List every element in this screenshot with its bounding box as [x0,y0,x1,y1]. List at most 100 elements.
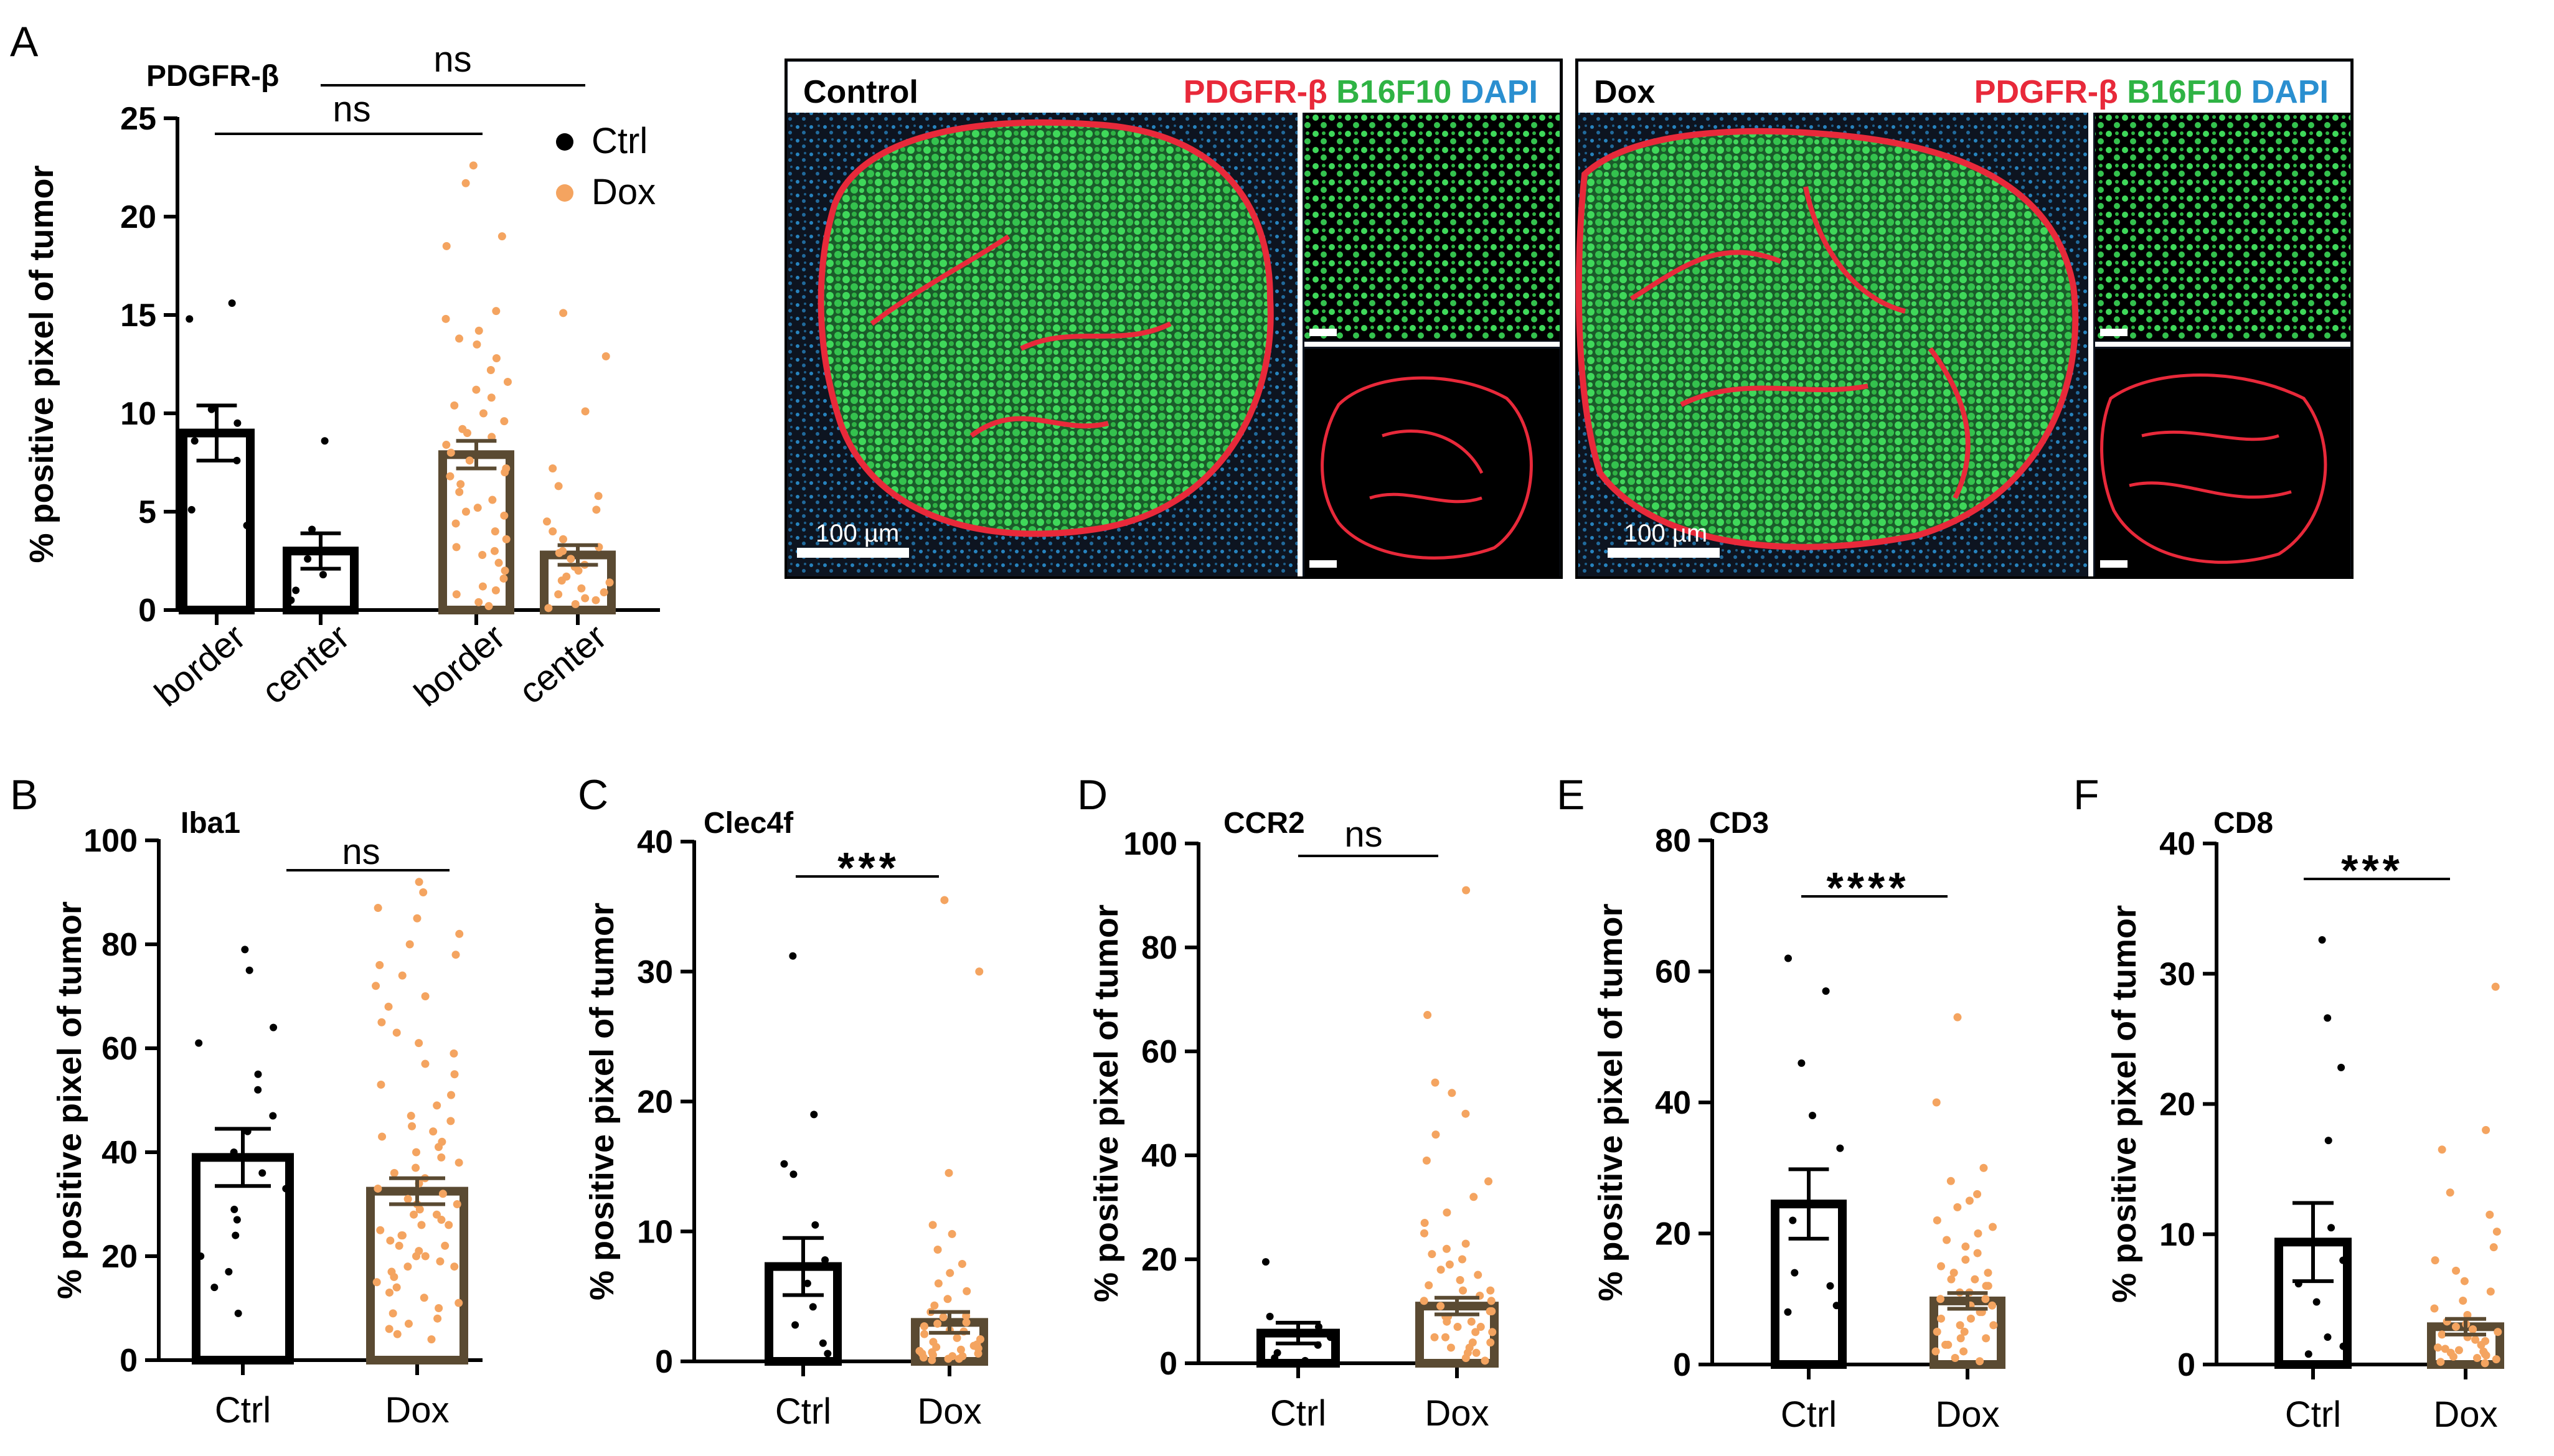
chart-b-point [378,1132,387,1141]
chart-b-point [384,1002,393,1011]
chart-b-point [389,1309,397,1318]
chart-e-point [1976,1357,1984,1366]
micrograph-dox-stains: PDGFR-β B16F10 DAPI [1974,74,2329,110]
chart-c-ytick-label: 20 [637,1084,673,1120]
micrograph-control-stains: PDGFR-β B16F10 DAPI [1184,74,1538,110]
chart-c-ylabel: % positive pixel of tumor [583,903,621,1300]
chart-c-point [934,1279,943,1288]
chart-b-point [445,1221,453,1229]
chart-f-point [2452,1266,2461,1275]
chart-a-point [497,232,506,241]
chart-c-point [933,1245,942,1254]
chart-e-point [1981,1295,1990,1303]
chart-a-point [455,487,464,496]
chart-d-ylabel: % positive pixel of tumor [1088,904,1125,1302]
chart-d-ytick-label: 20 [1141,1242,1177,1278]
chart-c-point [962,1318,971,1327]
chart-b-point [421,992,430,1000]
chart-c-category-label: Ctrl [775,1391,831,1432]
micrograph-control-stain-b16f10: B16F10 [1336,74,1451,110]
chart-d-point [1301,1356,1309,1364]
chart-a-point [486,365,495,374]
chart-b-point [420,1294,428,1302]
chart-e-point [1809,1112,1817,1120]
chart-a-point [492,354,501,363]
chart-a-point [581,594,590,603]
chart-f-point [2486,1287,2495,1296]
chart-d-point [1443,1208,1451,1217]
chart-b-point [455,1299,463,1307]
panel-letter-a: A [10,18,39,65]
chart-a-point [207,405,215,413]
chart-b-point [377,1080,385,1089]
chart-f-point [2434,1343,2443,1352]
chart-f-ytick-label: 10 [2159,1217,2195,1253]
chart-d-point [1436,1266,1445,1274]
chart-c-point [928,1221,937,1229]
chart-c-point [940,896,949,904]
chart-f-point [2459,1296,2467,1305]
chart-b-point [403,1195,412,1203]
chart-a-point [473,340,481,349]
micrograph-dox-vessels [1629,186,1971,499]
micrograph-dox: Dox PDGFR-β B16F10 DAPI 100 µm [1575,59,2354,579]
chart-a-point [474,326,483,335]
chart-a-point [472,385,481,394]
chart-e-point [1966,1314,1975,1323]
chart-e-point [1832,1302,1840,1310]
chart-c-point [956,1345,965,1354]
chart-e-ytick-label: 40 [1655,1085,1691,1121]
chart-f-significance-label: *** [2341,846,2403,895]
chart-c-point [963,1287,971,1295]
chart-a-point [554,482,563,491]
chart-d-point [1446,1343,1455,1352]
chart-b-point [385,1288,393,1297]
chart-d-ytick-label: 40 [1141,1138,1177,1174]
chart-c-point [944,1355,953,1363]
chart-d-ytick-label: 60 [1141,1034,1177,1070]
chart-f-point [2304,1350,2312,1358]
chart-b-ytick-label: 100 [83,823,138,859]
chart-b-point [404,1320,413,1328]
chart-f-point [2324,1137,2332,1145]
chart-d-point [1461,1109,1470,1118]
chart-e-point [1956,1321,1964,1330]
chart-b-point [377,1018,386,1026]
chart-a-point [491,586,500,594]
chart-d-point [1266,1312,1274,1320]
chart-a-point [474,598,483,606]
chart-c-point [920,1322,928,1331]
chart-f-ytick-label: 40 [2159,826,2195,862]
chart-d-point [1487,1297,1496,1305]
panel-letter-e: E [1557,771,1585,819]
chart-f-point [2492,1228,2501,1236]
legend-dox-label: Dox [591,172,656,212]
chart-b-ylabel: % positive pixel of tumor [51,901,88,1299]
chart-e-point [1937,1262,1946,1270]
chart-e-point [1953,1013,1962,1022]
chart-b-point [372,1278,381,1287]
chart-f-point [2339,1342,2347,1350]
chart-a-point [492,307,501,316]
chart-e-point [1932,1098,1941,1107]
micrograph-dox-stain-dapi: DAPI [2251,74,2329,110]
chart-e-title: CD3 [1709,807,1769,840]
chart-b-point [375,960,384,969]
chart-a-point [484,602,493,611]
legend-dox-marker [556,184,573,202]
chart-c-point [809,1303,817,1311]
chart-a-point [600,588,608,597]
micrograph-control-stain-pdgfr: PDGFR-β [1184,74,1327,110]
chart-f-ylabel: % positive pixel of tumor [2106,905,2143,1303]
chart-d-category-label: Dox [1425,1393,1489,1434]
chart-a-point [558,535,567,543]
chart-a-point [567,555,575,563]
chart-c-ytick-label: 30 [637,954,673,990]
chart-f-point [2446,1188,2454,1197]
chart-c-significance-label: *** [837,843,900,892]
micrograph-control-scale-label: 100 µm [816,520,899,547]
chart-a-title: PDGFR-β [146,60,279,93]
chart-b-point [403,1262,412,1271]
chart-d-point [1459,1286,1468,1295]
